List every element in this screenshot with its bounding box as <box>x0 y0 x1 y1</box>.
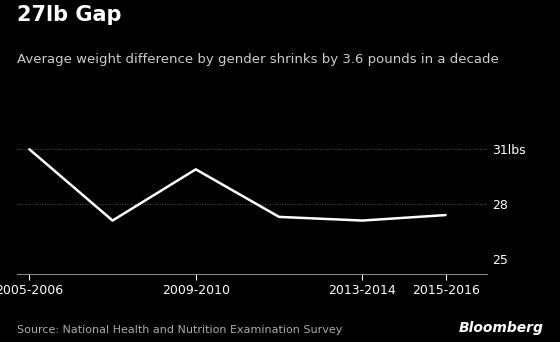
Text: Source: National Health and Nutrition Examination Survey: Source: National Health and Nutrition Ex… <box>17 325 342 335</box>
Text: Average weight difference by gender shrinks by 3.6 pounds in a decade: Average weight difference by gender shri… <box>17 53 498 66</box>
Text: Bloomberg: Bloomberg <box>458 321 543 335</box>
Text: 27lb Gap: 27lb Gap <box>17 5 122 25</box>
